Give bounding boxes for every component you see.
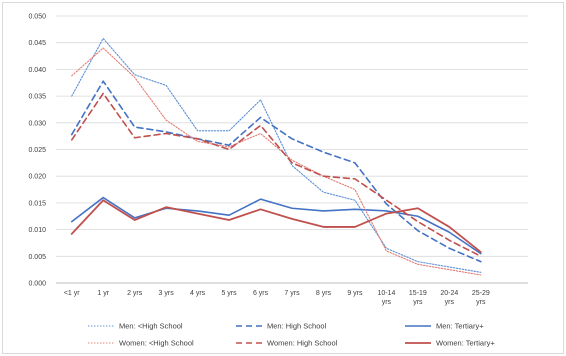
x-tick-label: <1 yr <box>64 290 80 297</box>
y-tick-label: 0.010 <box>28 227 46 234</box>
y-tick-label: 0.005 <box>28 254 46 261</box>
x-tick-label: 25-29 yrs <box>472 290 490 306</box>
y-tick-label: 0.015 <box>28 200 46 207</box>
legend-label: Women: Tertiary+ <box>436 339 495 348</box>
series-line-0 <box>71 37 482 273</box>
legend-label: Women: High School <box>267 339 338 348</box>
x-tick-label: 2 yrs <box>127 290 143 297</box>
x-tick-label: 9 yrs <box>347 290 363 297</box>
x-tick-label: 6 yrs <box>253 290 269 297</box>
x-tick-label: 3 yrs <box>159 290 175 297</box>
series-line-5 <box>70 199 482 253</box>
y-tick-label: 0.035 <box>28 94 46 101</box>
series-line-4 <box>70 92 482 258</box>
legend-label: Women: <High School <box>119 339 194 348</box>
legend-label: Men: High School <box>267 322 327 331</box>
legend-label: Men: <High School <box>119 322 183 331</box>
x-tick-label: 8 yrs <box>316 290 332 297</box>
x-tick-label: 20-24 yrs <box>440 290 458 306</box>
legend-label: Men: Tertiary+ <box>436 322 484 331</box>
x-tick-label: 15-19 yrs <box>409 290 427 306</box>
x-tick-label: 4 yrs <box>190 290 206 297</box>
x-tick-label: 10-14 yrs <box>377 290 395 306</box>
y-tick-label: 0.025 <box>28 147 46 154</box>
x-tick-label: 5 yrs <box>221 290 237 297</box>
y-tick-label: 0.030 <box>28 120 46 127</box>
y-tick-label: 0.045 <box>28 40 46 47</box>
y-tick-label: 0.050 <box>28 14 46 21</box>
y-tick-label: 0.000 <box>28 281 46 288</box>
series-line-2 <box>70 196 482 255</box>
series-line-1 <box>70 80 482 263</box>
y-tick-label: 0.020 <box>28 174 46 181</box>
x-tick-label: 1 yr <box>97 290 109 297</box>
series-line-3 <box>71 47 482 276</box>
x-tick-label: 7 yrs <box>284 290 300 297</box>
y-tick-label: 0.040 <box>28 67 46 74</box>
